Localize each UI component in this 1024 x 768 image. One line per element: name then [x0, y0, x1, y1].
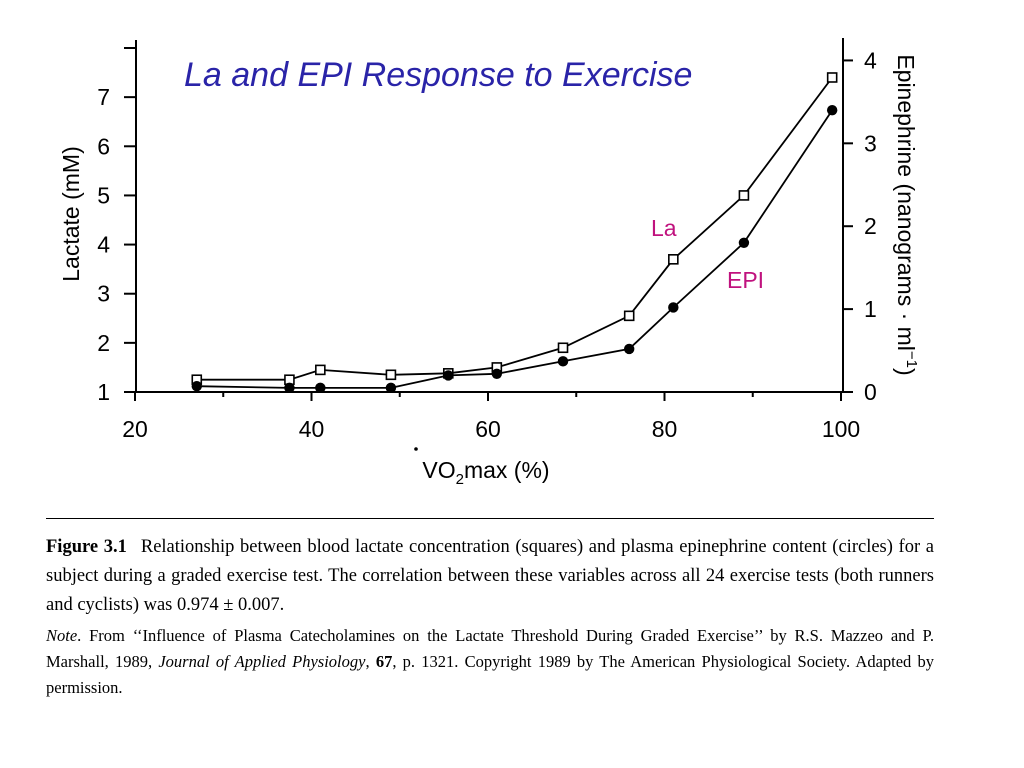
- series-label-epi: EPI: [727, 267, 764, 293]
- y-axis-left-label: Lactate (mM): [58, 146, 84, 281]
- y-axis-right-label-main: Epinephrine (nanograms · ml: [893, 54, 919, 351]
- series-lines: [196, 76, 833, 389]
- y-axis-right-label: Epinephrine (nanograms · ml−1): [893, 54, 920, 375]
- x-tick-label: 20: [122, 416, 148, 442]
- caption-note: Note. From ‘‘Influence of Plasma Catecho…: [46, 623, 934, 701]
- x-tick-label: 60: [475, 416, 501, 442]
- note-intro: . From ‘‘Influence of Plasma Catecholami…: [46, 626, 934, 671]
- point-la: [557, 342, 569, 354]
- series-line-epi: [196, 109, 833, 389]
- y-left-tick-label: 1: [97, 379, 110, 405]
- point-epi: [385, 382, 397, 394]
- point-la: [738, 190, 750, 201]
- x-tick-label: 40: [299, 416, 325, 442]
- y-right-tick-label: 3: [864, 130, 877, 156]
- y-right-tick-label: 1: [864, 296, 877, 322]
- figure-caption: Figure 3.1 Relationship between blood lac…: [46, 518, 934, 701]
- point-epi: [826, 104, 838, 116]
- note-sep: ,: [365, 652, 376, 671]
- point-epi: [624, 343, 635, 355]
- y-left-tick-label: 6: [97, 133, 110, 159]
- point-la: [385, 369, 397, 381]
- y-axis-right-label-close: ): [893, 368, 919, 376]
- y-right-tick-label: 2: [864, 213, 877, 239]
- note-rest: , p. 1321. Copyright 1989 by The America…: [46, 652, 935, 697]
- x-tick-label: 100: [822, 416, 860, 442]
- point-la: [668, 254, 679, 265]
- series-label-la: La: [651, 215, 677, 241]
- point-epi: [284, 382, 295, 394]
- caption-main: Figure 3.1 Relationship between blood lac…: [46, 533, 934, 620]
- note-label: Note: [46, 626, 78, 645]
- point-epi: [668, 302, 679, 313]
- point-epi: [738, 237, 750, 248]
- journal-volume: 67: [375, 652, 393, 671]
- x-axis-label-dot: [414, 447, 418, 451]
- point-la: [315, 364, 326, 376]
- y-left-tick-label: 5: [97, 182, 110, 208]
- chart-title: La and EPI Response to Exercise: [184, 56, 692, 94]
- y-right-tick-label: 0: [864, 379, 877, 405]
- series-points: [191, 72, 838, 394]
- caption-text: Relationship between blood lactate conce…: [46, 537, 934, 615]
- y-left-tick-label: 7: [97, 84, 110, 110]
- chart-ticks: 20 40 60 80 100 1 2 3 4 5 6 7 0 1 2 3 4: [97, 47, 877, 442]
- x-axis-label-sub: 2: [456, 471, 464, 488]
- point-epi: [315, 382, 326, 394]
- x-axis-label: VO2max (%): [422, 457, 549, 488]
- line-chart: 20 40 60 80 100 1 2 3 4 5 6 7 0 1 2 3 4 La and EPI Respo…: [58, 38, 920, 488]
- y-left-tick-label: 3: [97, 281, 110, 307]
- y-right-tick-label: 4: [864, 47, 877, 73]
- y-left-tick-label: 4: [97, 232, 110, 258]
- chart-axes: [135, 38, 844, 393]
- point-epi: [443, 370, 454, 381]
- point-la: [826, 72, 838, 83]
- series-line-la: [196, 76, 833, 381]
- x-axis-label-main: VO: [422, 457, 455, 483]
- journal-name: Journal of Applied Physiology: [158, 652, 366, 671]
- y-axis-right-label-sup: −1: [903, 351, 920, 368]
- x-tick-label: 80: [652, 416, 678, 442]
- x-axis-label-suffix: max (%): [464, 457, 550, 483]
- y-left-tick-label: 2: [97, 330, 110, 356]
- figure-label: Figure 3.1: [46, 537, 127, 557]
- point-la: [623, 310, 635, 322]
- point-epi: [191, 380, 202, 392]
- point-epi: [557, 356, 569, 367]
- point-epi: [491, 368, 503, 379]
